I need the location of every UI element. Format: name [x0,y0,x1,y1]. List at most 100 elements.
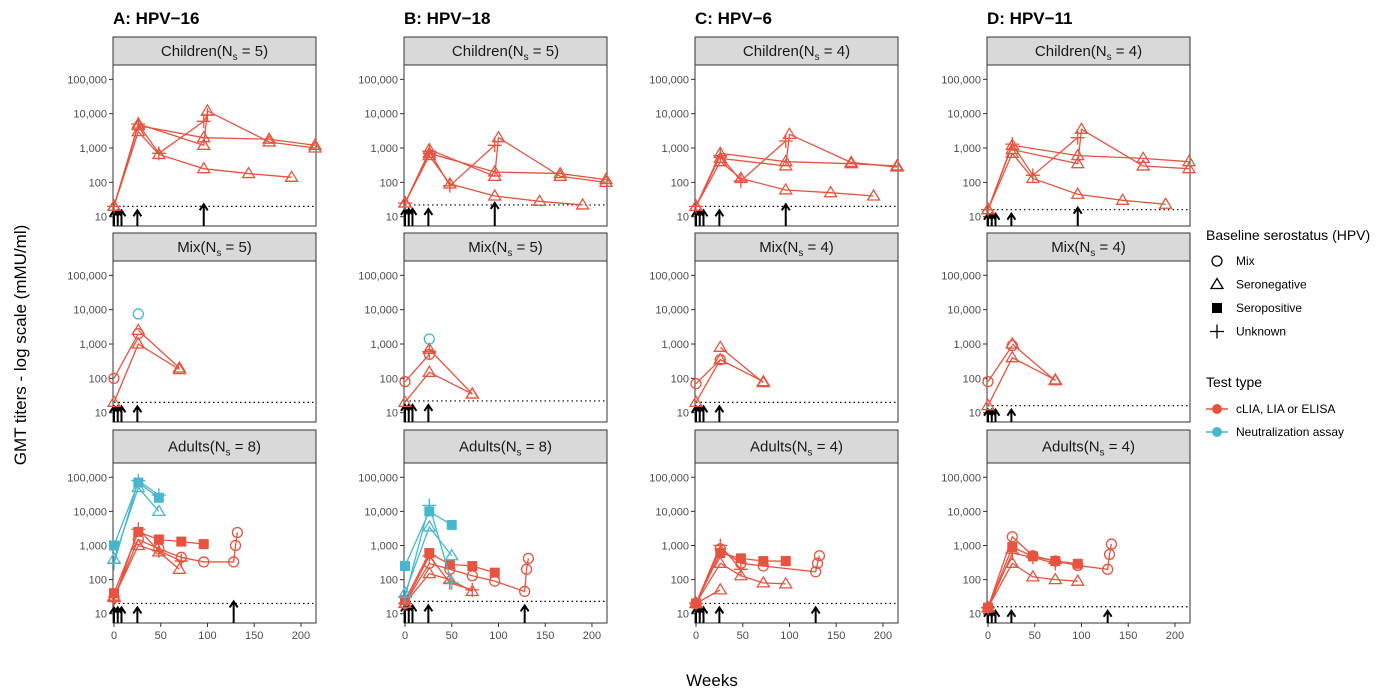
data-point [466,570,478,582]
legend-item-label: cLIA, LIA or ELISA [1236,402,1335,416]
strip-n: 4 [1122,439,1130,456]
strip-n: 5 [529,239,537,256]
dose-arrow [423,603,434,623]
data-point [1048,556,1063,571]
series-line [1011,343,1056,382]
y-tick-label: 10 [969,408,981,420]
dose-arrow [1006,211,1017,226]
data-point [491,130,506,143]
dose-arrow [400,403,410,422]
data-point [107,593,121,608]
data-point [151,488,166,503]
data-point [1025,550,1040,565]
x-tick-label: 0 [402,630,408,642]
y-tick-label: 10,000 [947,506,981,518]
data-point [689,596,703,611]
x-tick-label: 50 [155,630,167,642]
legend-key-dot [1212,427,1222,437]
dose-arrow [990,608,1001,623]
strip-n: 4 [1129,43,1137,60]
data-point [1006,531,1018,543]
x-tick-label: 0 [693,630,699,642]
data-point [1025,171,1041,184]
x-tick-label: 150 [827,630,845,642]
data-point [131,117,146,132]
facet-panel: Mix(Ns = 4) 10 100 1,000 10,000 100,000 [649,232,899,423]
dose-arrow [132,605,143,623]
y-tick-label: 1,000 [661,143,689,155]
strip-n: 8 [248,439,256,456]
data-point [756,375,771,388]
facet-panel: Adults(Ns = 8) 10 100 1,000 10,000 100,000 0 50… [358,429,608,642]
dose-arrow [780,202,791,226]
y-tick-label: 100 [89,373,107,385]
strip-label: Mix(Ns = 4) [759,239,834,259]
legend-key [1211,255,1223,267]
data-point [151,504,167,517]
dose-arrow [489,201,500,226]
data-point [172,562,187,574]
strip-group: Children [161,43,217,60]
strip-group: Mix [468,239,492,256]
strip-group: Adults [459,439,501,456]
data-point [575,197,590,210]
data-point [398,196,412,211]
data-point [713,352,728,365]
series-line [429,136,607,183]
data-point [823,185,838,198]
strip-n: 5 [238,239,246,256]
strip-n: 4 [837,43,845,60]
data-point [107,556,121,571]
x-tick-label: 0 [111,630,117,642]
legend-item-label: Seronegative [1236,278,1307,292]
data-point [1181,154,1197,167]
data-point [172,360,187,373]
y-tick-label: 100 [89,575,107,587]
strip-header [986,429,1191,464]
y-tick-label: 10 [969,212,981,224]
data-point [713,148,728,163]
dose-arrow [132,404,143,422]
data-point [131,336,146,349]
data-point [131,522,146,537]
data-point [397,395,413,407]
y-tick-label: 100,000 [649,472,689,484]
strip-header [112,429,317,464]
legend-key-dot [1212,404,1222,414]
strip-header [403,429,608,464]
y-tick-label: 10 [969,609,981,621]
legend-title-shape: Baseline serostatus (HPV) [1206,227,1370,243]
series-line [404,144,496,204]
y-tick-label: 10 [386,609,398,621]
data-point [1072,559,1084,572]
data-point [553,169,568,181]
data-point [465,386,480,399]
series-line [404,525,453,594]
series-line [987,356,1056,406]
data-point [1005,546,1020,561]
strip-header [986,36,1191,66]
series-line [987,137,1079,210]
y-tick-label: 10 [95,609,107,621]
series-line [987,552,1056,608]
strip-label: Children(Ns = 4) [743,43,850,63]
y-tick-label: 100,000 [358,74,398,86]
panel-title: D: HPV−11 [987,9,1073,28]
data-point [196,138,211,150]
y-tick-label: 100,000 [941,74,981,86]
data-point [487,188,502,201]
y-tick-label: 10 [677,408,689,420]
facet-panel: Children(Ns = 4) 10 100 1,000 10,000 100,000 [941,36,1197,227]
y-tick-label: 10,000 [655,305,689,317]
data-point [422,548,437,563]
data-point [398,590,412,605]
facet-panel: Children(Ns = 5) 10 100 1,000 10,000 100,000 [67,36,323,227]
y-tick-label: 10,000 [947,109,981,121]
data-point [778,134,793,148]
y-tick-label: 1,000 [370,540,398,552]
plot-area [403,64,608,227]
data-point [866,188,881,201]
series-line [137,329,180,369]
data-point [1070,130,1085,145]
data-point [813,550,826,562]
